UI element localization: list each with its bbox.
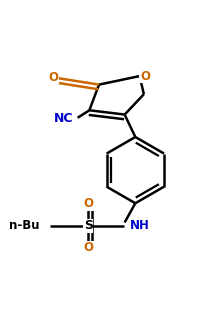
Text: O: O — [83, 241, 93, 254]
Text: O: O — [140, 70, 150, 82]
Text: O: O — [48, 71, 58, 84]
Text: n-Bu: n-Bu — [9, 219, 39, 232]
Text: O: O — [83, 197, 93, 210]
Text: NH: NH — [130, 219, 150, 232]
Text: NC: NC — [54, 112, 74, 125]
Text: S: S — [84, 219, 93, 232]
